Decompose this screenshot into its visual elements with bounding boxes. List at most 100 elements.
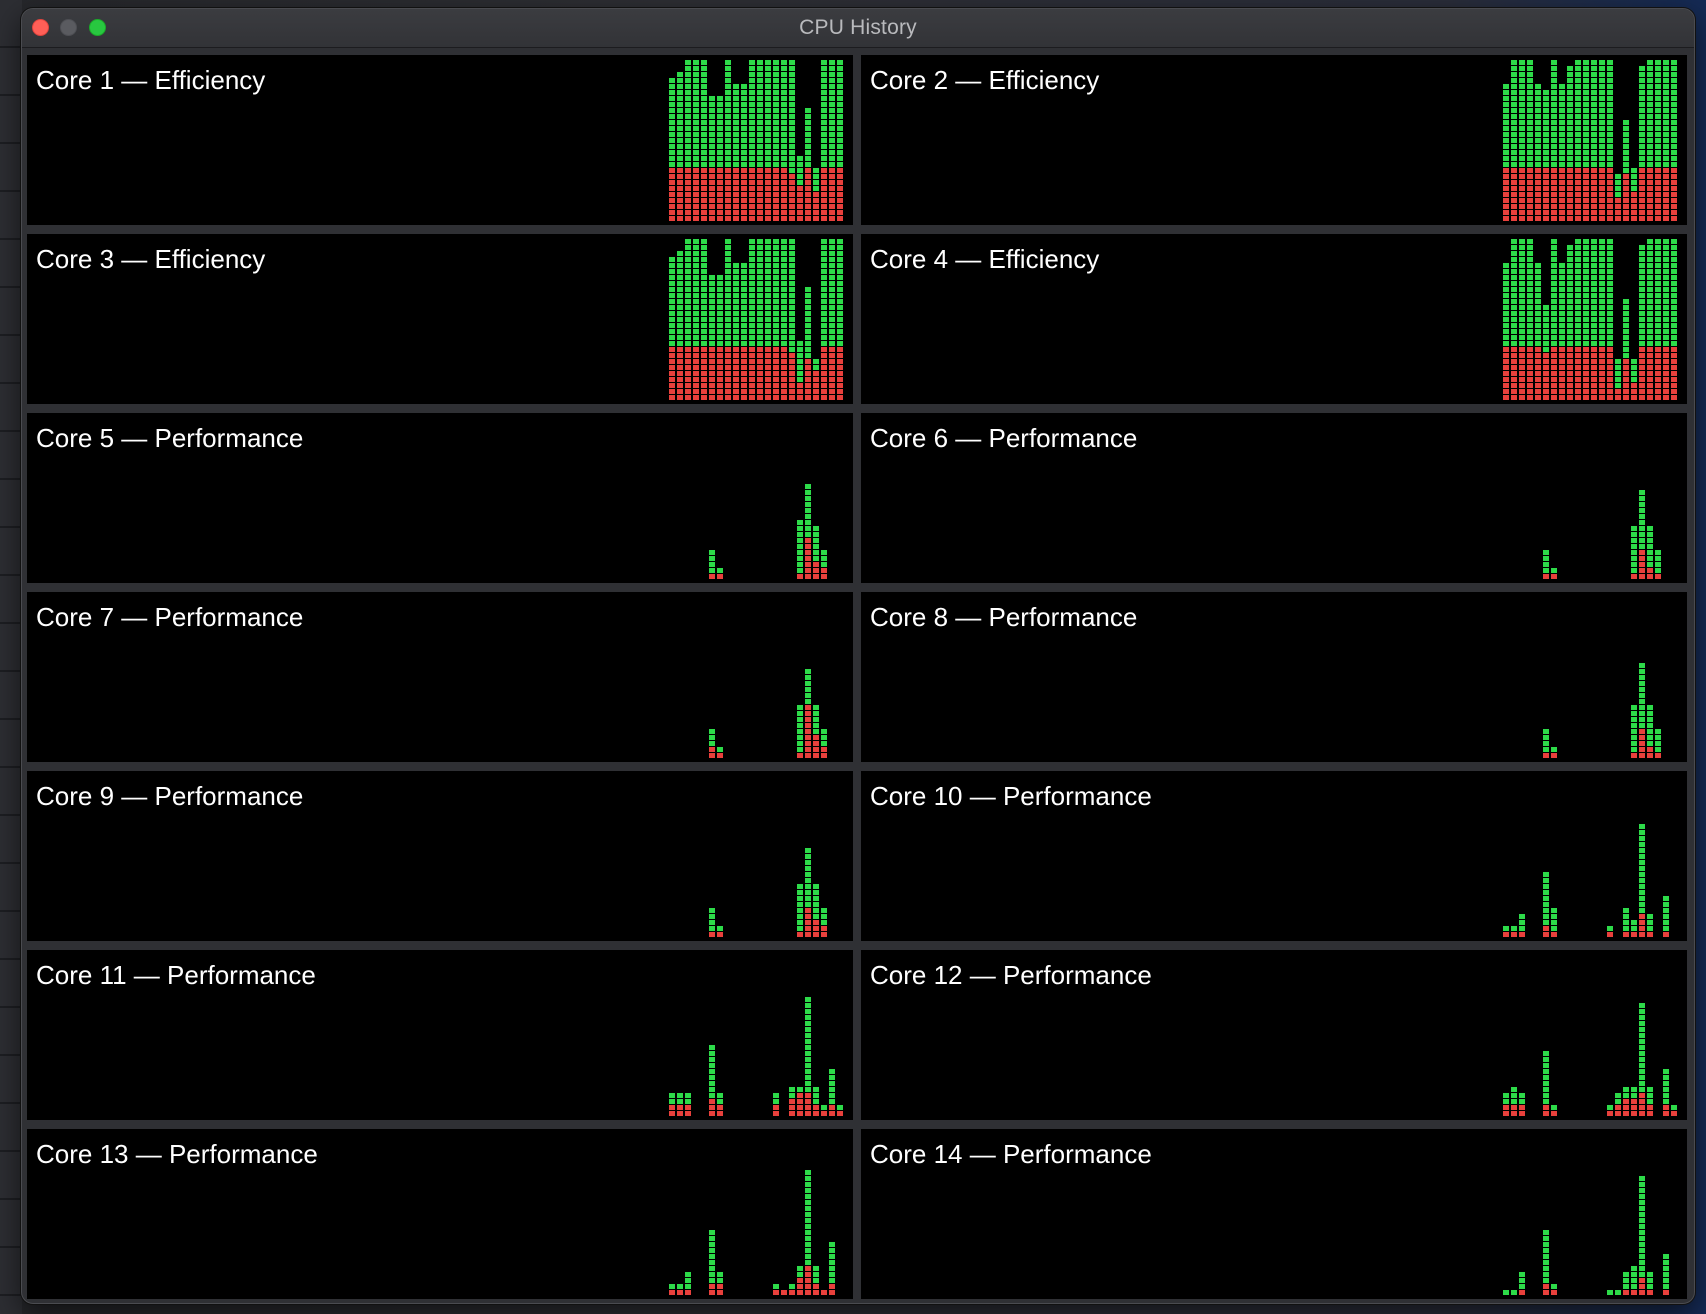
- system-load-cell: [1623, 204, 1629, 209]
- user-load-cell: [1591, 126, 1597, 131]
- system-load-cell: [765, 389, 771, 394]
- system-load-cell: [685, 395, 691, 400]
- user-load-cell: [1575, 329, 1581, 334]
- user-load-cell: [1527, 144, 1533, 149]
- title-bar[interactable]: CPU History: [22, 9, 1694, 48]
- system-load-cell: [1647, 216, 1653, 221]
- system-load-cell: [677, 1290, 683, 1295]
- system-load-cell: [1575, 168, 1581, 173]
- system-load-cell: [1575, 210, 1581, 215]
- user-load-cell: [1655, 102, 1661, 107]
- user-load-cell: [669, 108, 675, 113]
- system-load-cell: [1671, 383, 1677, 388]
- user-load-cell: [1575, 287, 1581, 292]
- system-load-cell: [1639, 365, 1645, 370]
- zoom-button[interactable]: [89, 19, 106, 36]
- user-load-cell: [781, 317, 787, 322]
- user-load-cell: [789, 156, 795, 161]
- user-load-cell: [1639, 836, 1645, 841]
- system-load-cell: [1655, 359, 1661, 364]
- user-load-cell: [741, 299, 747, 304]
- system-load-cell: [781, 198, 787, 203]
- user-load-cell: [749, 287, 755, 292]
- user-load-cell: [1639, 538, 1645, 543]
- user-load-cell: [1535, 90, 1541, 95]
- system-load-cell: [1663, 186, 1669, 191]
- user-load-cell: [1583, 90, 1589, 95]
- user-load-cell: [693, 335, 699, 340]
- usage-sample-column: [741, 84, 747, 221]
- user-load-cell: [1551, 108, 1557, 113]
- usage-sample-column: [829, 60, 835, 221]
- user-load-cell: [829, 257, 835, 262]
- system-load-cell: [725, 210, 731, 215]
- usage-sample-column: [781, 1290, 787, 1295]
- user-load-cell: [765, 341, 771, 346]
- system-load-cell: [701, 180, 707, 185]
- user-load-cell: [829, 341, 835, 346]
- user-load-cell: [1551, 275, 1557, 280]
- user-load-cell: [677, 257, 683, 262]
- system-load-cell: [685, 377, 691, 382]
- minimize-button[interactable]: [60, 19, 77, 36]
- system-load-cell: [693, 353, 699, 358]
- user-load-cell: [1639, 872, 1645, 877]
- user-load-cell: [717, 311, 723, 316]
- user-load-cell: [1551, 747, 1557, 752]
- user-load-cell: [1655, 108, 1661, 113]
- system-load-cell: [1607, 210, 1613, 215]
- user-load-cell: [797, 353, 803, 358]
- user-load-cell: [1511, 299, 1517, 304]
- user-load-cell: [1639, 1206, 1645, 1211]
- user-load-cell: [1639, 257, 1645, 262]
- system-load-cell: [1607, 204, 1613, 209]
- user-load-cell: [677, 263, 683, 268]
- system-load-cell: [733, 168, 739, 173]
- user-load-cell: [837, 329, 843, 334]
- user-load-cell: [717, 926, 723, 931]
- user-load-cell: [797, 723, 803, 728]
- user-load-cell: [1527, 78, 1533, 83]
- user-load-cell: [1599, 341, 1605, 346]
- system-load-cell: [693, 216, 699, 221]
- system-load-cell: [805, 920, 811, 925]
- system-load-cell: [1503, 210, 1509, 215]
- user-load-cell: [1655, 317, 1661, 322]
- system-load-cell: [701, 186, 707, 191]
- user-load-cell: [1671, 293, 1677, 298]
- user-load-cell: [829, 156, 835, 161]
- user-load-cell: [821, 317, 827, 322]
- user-load-cell: [821, 114, 827, 119]
- system-load-cell: [757, 180, 763, 185]
- user-load-cell: [717, 150, 723, 155]
- user-load-cell: [1503, 1290, 1509, 1295]
- system-load-cell: [1607, 180, 1613, 185]
- usage-sample-column: [1647, 1087, 1653, 1116]
- system-load-cell: [709, 1105, 715, 1110]
- user-load-cell: [717, 287, 723, 292]
- user-load-cell: [1663, 275, 1669, 280]
- usage-sample-column: [1663, 1254, 1669, 1295]
- user-load-cell: [1655, 735, 1661, 740]
- system-load-cell: [813, 753, 819, 758]
- user-load-cell: [1639, 126, 1645, 131]
- user-load-cell: [1623, 926, 1629, 931]
- user-load-cell: [837, 251, 843, 256]
- user-load-cell: [1671, 251, 1677, 256]
- user-load-cell: [749, 90, 755, 95]
- system-load-cell: [1519, 932, 1525, 937]
- user-load-cell: [1511, 251, 1517, 256]
- user-load-cell: [733, 305, 739, 310]
- user-load-cell: [1671, 323, 1677, 328]
- user-load-cell: [1663, 96, 1669, 101]
- user-load-cell: [1567, 251, 1573, 256]
- system-load-cell: [1655, 347, 1661, 352]
- user-load-cell: [1663, 1099, 1669, 1104]
- user-load-cell: [709, 926, 715, 931]
- system-load-cell: [1583, 210, 1589, 215]
- close-button[interactable]: [32, 19, 49, 36]
- system-load-cell: [1559, 186, 1565, 191]
- user-load-cell: [1559, 269, 1565, 274]
- user-load-cell: [741, 275, 747, 280]
- system-load-cell: [1671, 395, 1677, 400]
